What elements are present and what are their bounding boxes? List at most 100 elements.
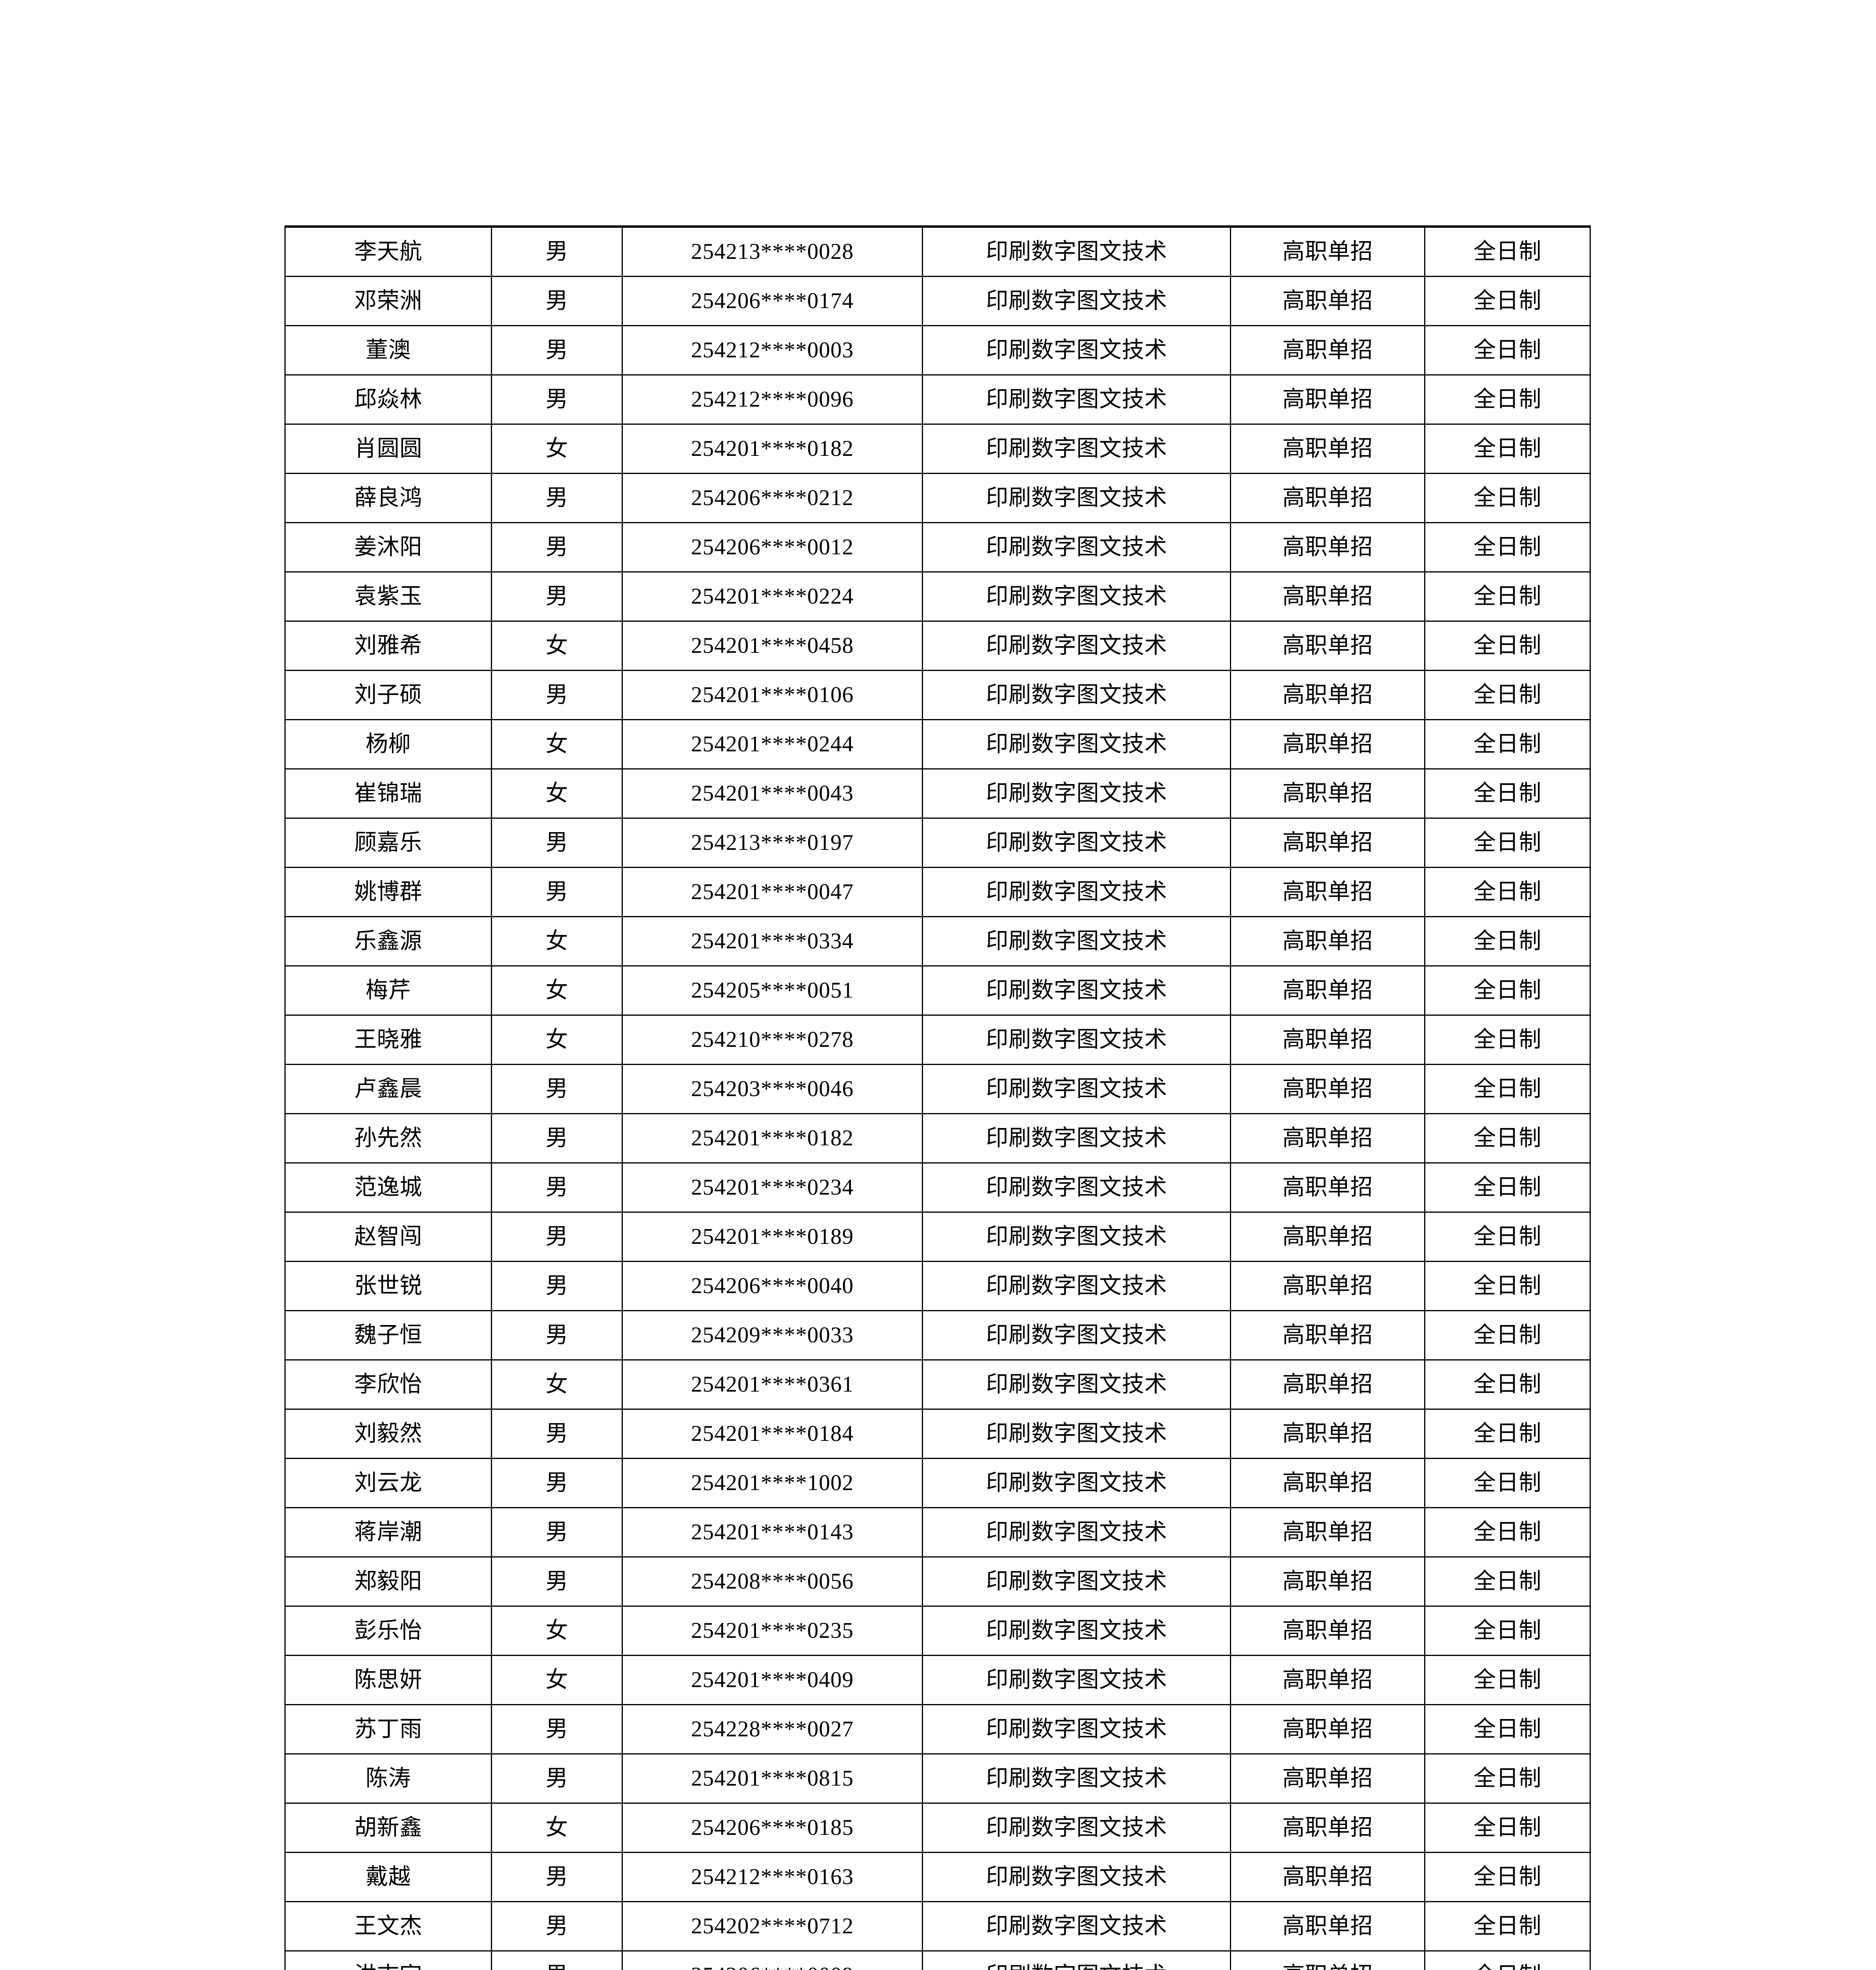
cell-name: 乐鑫源 — [284, 916, 492, 966]
cell-gender: 女 — [491, 1803, 623, 1853]
table-row: 郑毅阳男 254208****0056 印刷数字图文技术 高职单招 全日制 — [284, 1556, 1591, 1607]
cell-admission-type: 高职单招 — [1230, 1753, 1425, 1804]
table-row: 邓荣洲男 254206****0174 印刷数字图文技术 高职单招 全日制 — [284, 276, 1591, 326]
cell-gender: 男 — [491, 1556, 623, 1607]
cell-id-number: 254202****0712 — [622, 1901, 923, 1951]
cell-id-number: 254213****0028 — [622, 225, 923, 277]
cell-name: 杨柳 — [284, 719, 492, 769]
cell-study-mode: 全日制 — [1424, 473, 1591, 523]
roster-table-body: 李天航男 254213****0028 印刷数字图文技术 高职单招 全日制 邓荣洲男 254… — [284, 225, 1591, 1970]
cell-study-mode: 全日制 — [1424, 1753, 1591, 1804]
cell-id-number: 254210****0278 — [622, 1015, 923, 1065]
cell-id-number: 254201****0334 — [622, 916, 923, 966]
cell-study-mode: 全日制 — [1424, 1409, 1591, 1459]
table-row: 戴越男 254212****0163 印刷数字图文技术 高职单招 全日制 — [284, 1852, 1591, 1902]
cell-major: 印刷数字图文技术 — [922, 1655, 1231, 1705]
cell-major: 印刷数字图文技术 — [922, 1212, 1231, 1262]
table-row: 陈涛男 254201****0815 印刷数字图文技术 高职单招 全日制 — [284, 1753, 1591, 1804]
cell-study-mode: 全日制 — [1424, 965, 1591, 1016]
cell-major: 印刷数字图文技术 — [922, 916, 1231, 966]
cell-name: 陈思妍 — [284, 1655, 492, 1705]
cell-study-mode: 全日制 — [1424, 916, 1591, 966]
cell-study-mode: 全日制 — [1424, 276, 1591, 326]
cell-study-mode: 全日制 — [1424, 571, 1591, 622]
cell-study-mode: 全日制 — [1424, 719, 1591, 769]
table-row: 彭乐怡女 254201****0235 印刷数字图文技术 高职单招 全日制 — [284, 1606, 1591, 1656]
cell-name: 蒋岸潮 — [284, 1507, 492, 1557]
cell-id-number: 254201****0184 — [622, 1409, 923, 1459]
cell-gender: 男 — [491, 325, 623, 375]
cell-name: 郑毅阳 — [284, 1556, 492, 1607]
cell-major: 印刷数字图文技术 — [922, 1261, 1231, 1311]
cell-study-mode: 全日制 — [1424, 1064, 1591, 1114]
cell-study-mode: 全日制 — [1424, 1556, 1591, 1607]
table-row: 杨柳女 254201****0244 印刷数字图文技术 高职单招 全日制 — [284, 719, 1591, 769]
table-row: 姚博群男 254201****0047 印刷数字图文技术 高职单招 全日制 — [284, 867, 1591, 917]
cell-name: 陈涛 — [284, 1753, 492, 1804]
cell-major: 印刷数字图文技术 — [922, 1310, 1231, 1360]
cell-name: 孙先然 — [284, 1113, 492, 1163]
table-row: 崔锦瑞女 254201****0043 印刷数字图文技术 高职单招 全日制 — [284, 768, 1591, 819]
cell-major: 印刷数字图文技术 — [922, 522, 1231, 572]
cell-id-number: 254201****0182 — [622, 424, 923, 474]
cell-study-mode: 全日制 — [1424, 1704, 1591, 1754]
cell-gender: 男 — [491, 1458, 623, 1508]
cell-major: 印刷数字图文技术 — [922, 1901, 1231, 1951]
cell-study-mode: 全日制 — [1424, 374, 1591, 425]
cell-name: 王文杰 — [284, 1901, 492, 1951]
cell-major: 印刷数字图文技术 — [922, 473, 1231, 523]
cell-id-number: 254206****0012 — [622, 522, 923, 572]
cell-name: 张世锐 — [284, 1261, 492, 1311]
cell-admission-type: 高职单招 — [1230, 1359, 1425, 1410]
cell-id-number: 254213****0197 — [622, 818, 923, 868]
cell-name: 范逸城 — [284, 1162, 492, 1213]
cell-major: 印刷数字图文技术 — [922, 1753, 1231, 1804]
cell-gender: 男 — [491, 374, 623, 425]
cell-admission-type: 高职单招 — [1230, 916, 1425, 966]
cell-gender: 男 — [491, 867, 623, 917]
cell-major: 印刷数字图文技术 — [922, 374, 1231, 425]
table-row: 苏丁雨男 254228****0027 印刷数字图文技术 高职单招 全日制 — [284, 1704, 1591, 1754]
cell-major: 印刷数字图文技术 — [922, 1458, 1231, 1508]
cell-major: 印刷数字图文技术 — [922, 325, 1231, 375]
cell-name: 刘云龙 — [284, 1458, 492, 1508]
cell-gender: 女 — [491, 1655, 623, 1705]
cell-admission-type: 高职单招 — [1230, 424, 1425, 474]
cell-gender: 男 — [491, 1310, 623, 1360]
cell-name: 李欣怡 — [284, 1359, 492, 1410]
cell-name: 姜沐阳 — [284, 522, 492, 572]
table-row: 王文杰男 254202****0712 印刷数字图文技术 高职单招 全日制 — [284, 1901, 1591, 1951]
cell-major: 印刷数字图文技术 — [922, 621, 1231, 671]
cell-major: 印刷数字图文技术 — [922, 1556, 1231, 1607]
table-row: 乐鑫源女 254201****0334 印刷数字图文技术 高职单招 全日制 — [284, 916, 1591, 966]
table-row: 刘毅然男 254201****0184 印刷数字图文技术 高职单招 全日制 — [284, 1409, 1591, 1459]
cell-major: 印刷数字图文技术 — [922, 1950, 1231, 1970]
cell-admission-type: 高职单招 — [1230, 1606, 1425, 1656]
cell-admission-type: 高职单招 — [1230, 1064, 1425, 1114]
cell-admission-type: 高职单招 — [1230, 374, 1425, 425]
cell-gender: 男 — [491, 1212, 623, 1262]
cell-study-mode: 全日制 — [1424, 1015, 1591, 1065]
cell-study-mode: 全日制 — [1424, 1655, 1591, 1705]
table-row: 刘雅希女 254201****0458 印刷数字图文技术 高职单招 全日制 — [284, 621, 1591, 671]
cell-study-mode: 全日制 — [1424, 1606, 1591, 1656]
cell-admission-type: 高职单招 — [1230, 1409, 1425, 1459]
table-row: 董澳男 254212****0003 印刷数字图文技术 高职单招 全日制 — [284, 325, 1591, 375]
cell-gender: 男 — [491, 276, 623, 326]
cell-study-mode: 全日制 — [1424, 768, 1591, 819]
cell-name: 薛良鸿 — [284, 473, 492, 523]
cell-study-mode: 全日制 — [1424, 818, 1591, 868]
cell-major: 印刷数字图文技术 — [922, 1113, 1231, 1163]
cell-id-number: 254201****0458 — [622, 621, 923, 671]
cell-name: 卢鑫晨 — [284, 1064, 492, 1114]
cell-admission-type: 高职单招 — [1230, 1803, 1425, 1853]
cell-major: 印刷数字图文技术 — [922, 768, 1231, 819]
cell-id-number: 254201****0189 — [622, 1212, 923, 1262]
table-row: 刘云龙男 254201****1002 印刷数字图文技术 高职单招 全日制 — [284, 1458, 1591, 1508]
cell-id-number: 254206****0009 — [622, 1950, 923, 1970]
cell-gender: 男 — [491, 1950, 623, 1970]
cell-id-number: 254203****0046 — [622, 1064, 923, 1114]
cell-name: 刘子硕 — [284, 670, 492, 720]
cell-name: 刘毅然 — [284, 1409, 492, 1459]
table-row: 陈思妍女 254201****0409 印刷数字图文技术 高职单招 全日制 — [284, 1655, 1591, 1705]
